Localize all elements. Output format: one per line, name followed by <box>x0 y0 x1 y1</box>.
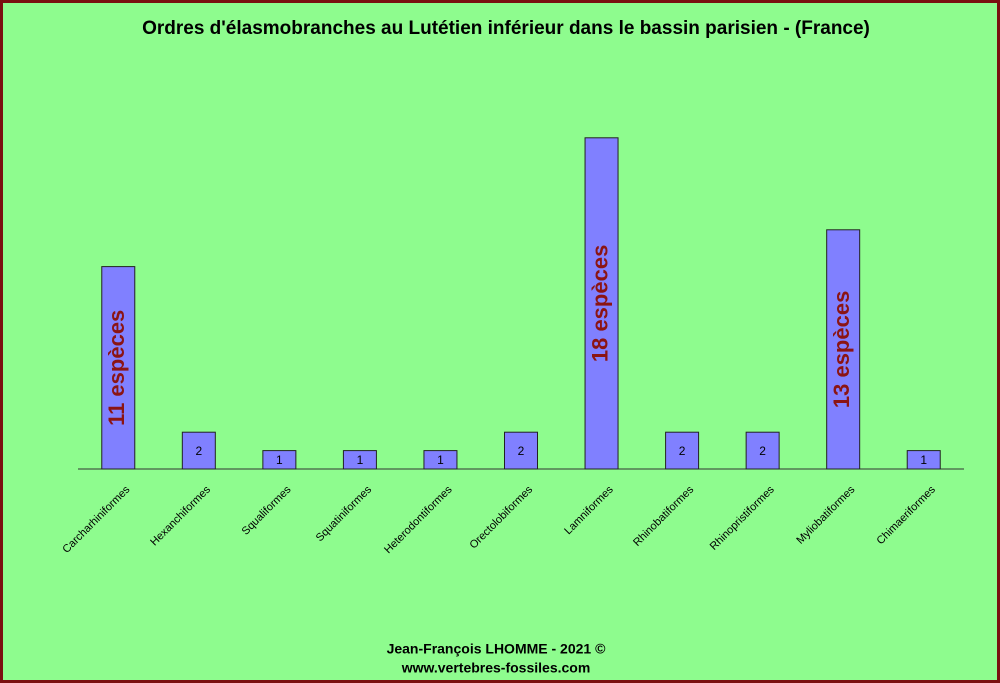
footer-site: www.vertebres-fossiles.com <box>401 660 591 676</box>
bar <box>584 137 619 470</box>
value-label: 18 espèces <box>587 245 612 362</box>
value-label: 2 <box>518 444 525 458</box>
bar <box>181 431 216 470</box>
value-label: 11 espèces <box>104 310 129 426</box>
value-label: 2 <box>195 444 202 458</box>
footer-author: Jean-François LHOMME - 2021 © <box>387 641 607 657</box>
bar <box>101 266 136 470</box>
bar <box>504 431 538 470</box>
value-label: 13 espèces <box>829 291 854 408</box>
value-label: 1 <box>437 453 444 467</box>
bar <box>665 431 700 470</box>
bar <box>906 450 941 470</box>
value-label: 1 <box>357 453 364 467</box>
bar <box>826 229 861 470</box>
value-label: 1 <box>920 453 927 467</box>
bar <box>262 450 297 470</box>
value-label: 2 <box>759 444 766 458</box>
bar <box>342 450 377 470</box>
value-label: 1 <box>276 453 283 467</box>
bar <box>745 431 780 470</box>
bar <box>423 450 458 470</box>
value-label: 2 <box>679 444 686 458</box>
chart-title: Ordres d'élasmobranches au Lutétien infé… <box>142 18 870 39</box>
